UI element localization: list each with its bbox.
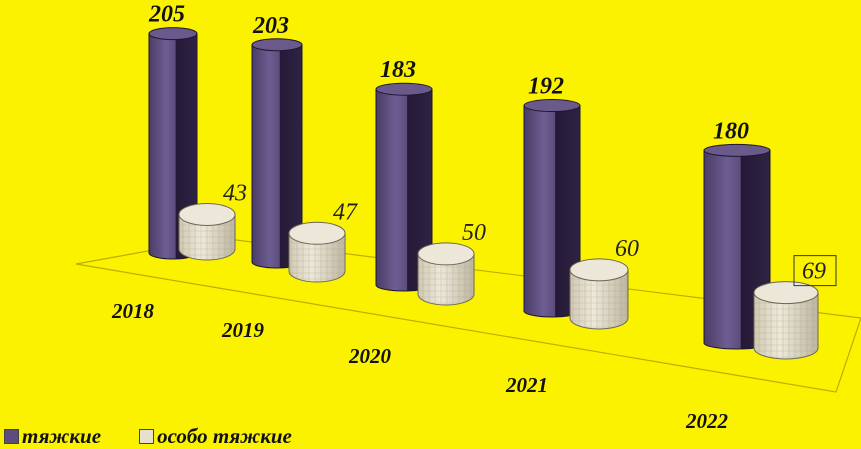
bar-severe-2019 [251,38,303,269]
value-label-box [793,255,837,287]
category-label-2020: 2020 [348,344,392,368]
value-label-especially-2020: 50 [462,220,486,246]
value-label-severe-2019: 203 [252,13,289,39]
value-label-especially-2021: 60 [615,236,639,262]
category-label-2019: 2019 [221,318,265,342]
bar-especially-2020 [417,242,475,306]
value-label-severe-2018: 205 [148,2,185,28]
bar-especially-2022 [753,281,819,360]
bar-severe-2020 [375,82,433,292]
value-label-especially-2018: 43 [223,180,247,206]
bars-group [148,27,819,360]
category-label-2021: 2021 [505,373,548,397]
value-label-especially-2019: 47 [333,199,358,225]
legend-label-especially: особо тяжкие [157,424,292,448]
value-label-especially-2022: 69 [802,259,826,285]
legend-item-especially: особо тяжкие [139,424,292,449]
legend-label-severe: тяжкие [22,424,102,448]
value-label-severe-2021: 192 [528,74,564,100]
legend-item-severe: тяжкие [4,424,101,449]
value-label-severe-2020: 183 [380,57,416,83]
bar-especially-2019 [288,221,346,283]
bar-especially-2021 [569,258,629,330]
legend-swatch-severe [4,429,19,444]
value-label-severe-2022: 180 [713,118,749,144]
category-label-2018: 2018 [111,299,155,323]
legend-swatch-especially [139,429,155,444]
legend: тяжкие особо тяжкие [4,424,330,449]
bar-especially-2018 [178,202,236,261]
category-label-2022: 2022 [685,409,729,433]
labels-group: 205 43 2018 203 47 2019 183 50 2020 192 60 2021 180 6… [111,2,837,433]
